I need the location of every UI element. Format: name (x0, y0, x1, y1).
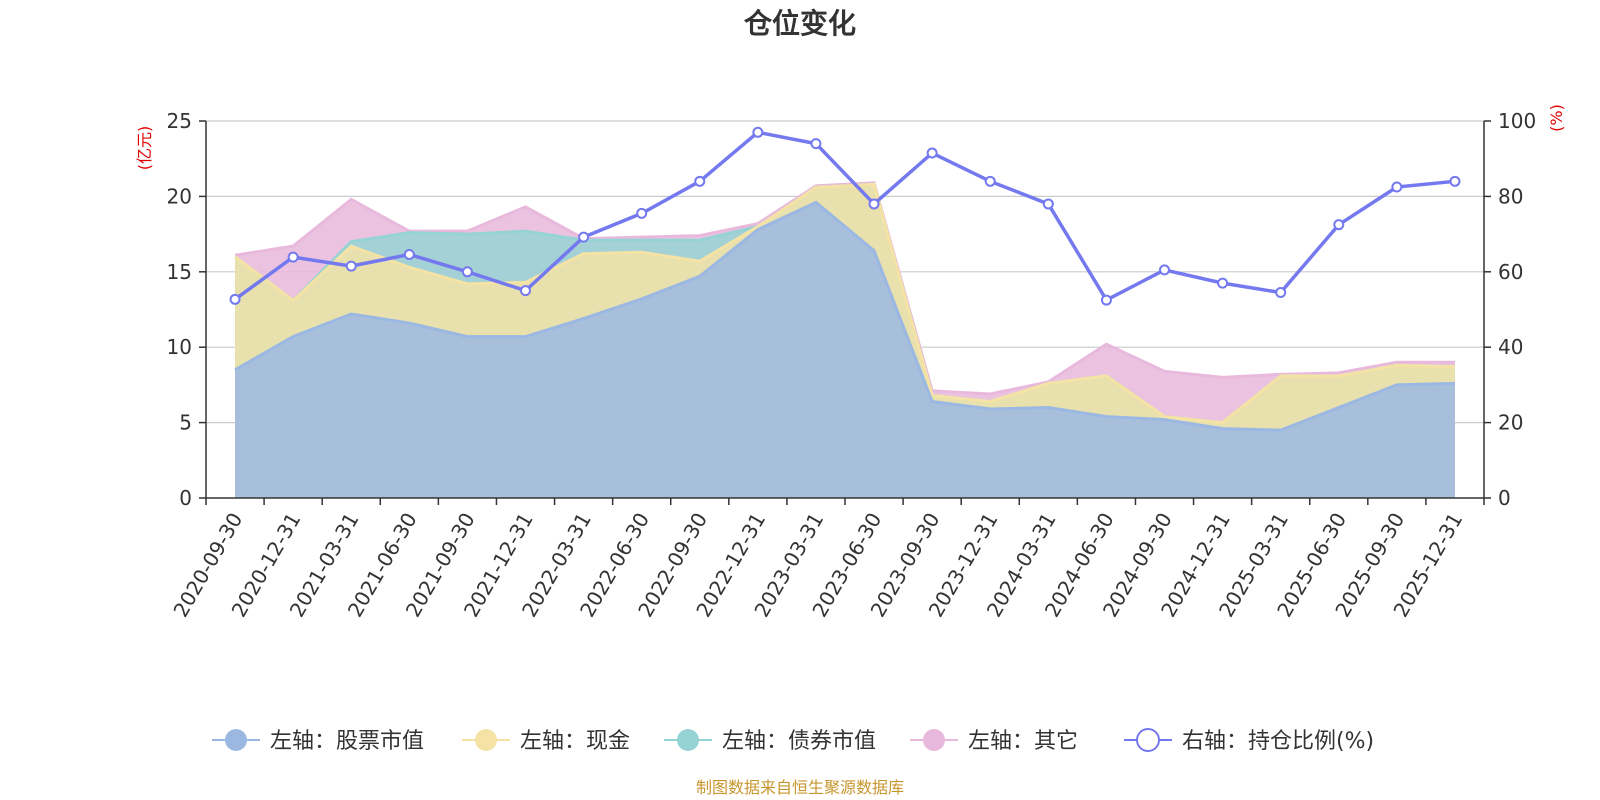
area-edge-2 (234, 182, 1455, 425)
legend-marker (1136, 728, 1160, 752)
right-axis-tick-label: 20 (1498, 411, 1523, 435)
left-axis-tick-label: 20 (167, 184, 192, 208)
ratio-point (868, 198, 880, 210)
legend-marker (677, 729, 699, 751)
ratio-point (636, 207, 648, 219)
left-axis-tick-label: 10 (167, 335, 192, 359)
legend-label: 左轴：股票市值 (270, 729, 424, 754)
area-edge-4 (234, 181, 1455, 396)
legend-marker (225, 729, 247, 751)
chart-title: 仓位变化 (744, 7, 856, 40)
legend-label: 右轴：持仓比例(%) (1182, 729, 1374, 754)
legend-item[interactable]: 左轴：股票市值 (212, 729, 424, 754)
ratio-point (229, 293, 241, 305)
ratio-point (694, 175, 706, 187)
ratio-point (1159, 264, 1170, 276)
left-axis-tick-label: 5 (179, 411, 192, 435)
ratio-point (1217, 277, 1229, 289)
ratio-point (1449, 175, 1461, 187)
ratio-point (926, 147, 938, 159)
ratio-point (287, 251, 299, 263)
legend-label: 左轴：其它 (968, 729, 1078, 754)
ratio-line (234, 130, 1456, 303)
area-series (234, 181, 1455, 498)
right-axis-unit: (%) (1547, 104, 1566, 132)
ratio-point (578, 231, 590, 243)
ratio-point (1100, 294, 1112, 306)
legend-item[interactable]: 右轴：持仓比例(%) (1124, 728, 1374, 754)
left-axis-unit: (亿元) (135, 126, 154, 171)
right-axis-tick-label: 40 (1498, 335, 1523, 359)
ratio-point (810, 138, 822, 150)
line-series (229, 126, 1461, 306)
source-note: 制图数据来自恒生聚源数据库 (696, 778, 904, 797)
legend-item[interactable]: 左轴：现金 (462, 729, 630, 754)
left-axis-tick-label: 15 (167, 260, 192, 284)
right-axis-tick-label: 100 (1498, 109, 1536, 133)
ratio-point (345, 260, 357, 272)
legend-marker (475, 729, 497, 751)
ratio-point (1042, 198, 1054, 210)
right-axis-tick-label: 60 (1498, 260, 1523, 284)
ratio-point (1391, 181, 1403, 193)
legend-label: 左轴：现金 (520, 729, 630, 754)
area-edge-1 (234, 200, 1455, 432)
ratio-point (752, 126, 764, 138)
ratio-point (1333, 219, 1345, 231)
legend-item[interactable]: 左轴：其它 (910, 729, 1078, 754)
legend[interactable]: 左轴：股票市值 左轴：现金 左轴：债券市值 左轴：其它 右轴：持仓比例(%) (212, 728, 1374, 754)
right-axis-tick-label: 80 (1498, 184, 1523, 208)
area-1 (235, 202, 1455, 498)
legend-label: 左轴：债券市值 (722, 729, 876, 754)
legend-item[interactable]: 左轴：债券市值 (664, 729, 876, 754)
right-axis-tick-label: 0 (1498, 486, 1511, 510)
left-axis-tick-label: 25 (167, 109, 192, 133)
ratio-point (1275, 287, 1287, 299)
ratio-point (461, 266, 473, 278)
ratio-point (984, 175, 996, 187)
ratio-point (520, 285, 531, 297)
legend-marker (923, 729, 945, 751)
ratio-point (403, 248, 415, 260)
left-axis-tick-label: 0 (179, 486, 192, 510)
